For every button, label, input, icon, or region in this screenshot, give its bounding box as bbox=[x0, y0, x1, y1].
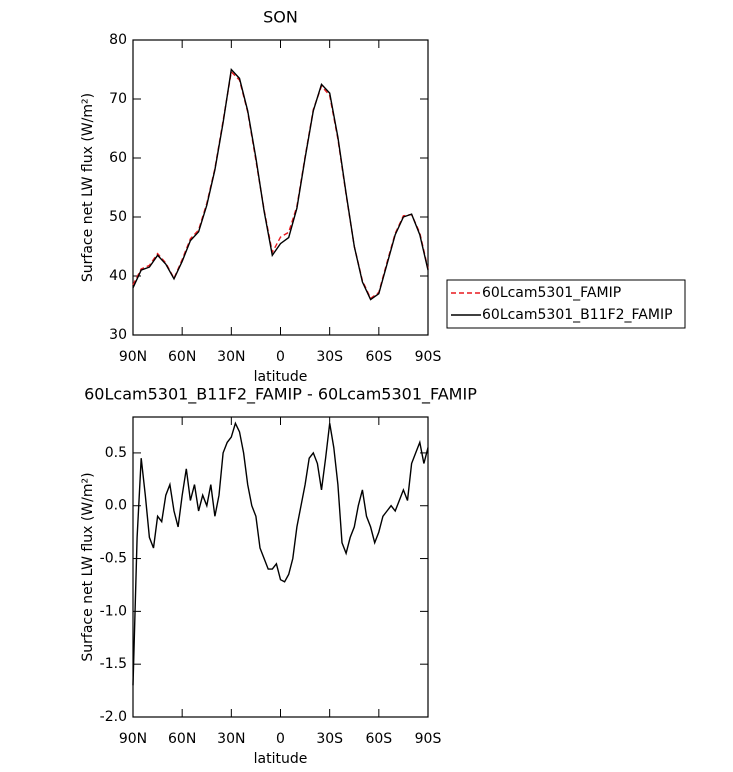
y-tick-label: 40 bbox=[109, 268, 127, 284]
legend-label: 60Lcam5301_B11F2_FAMIP bbox=[482, 307, 673, 323]
y-tick-label: -1.0 bbox=[100, 603, 127, 619]
y-tick-label: -2.0 bbox=[100, 709, 127, 725]
chart-title: SON bbox=[263, 8, 298, 27]
data-line bbox=[132, 67, 429, 301]
x-tick-label: 60S bbox=[365, 731, 392, 747]
x-tick-label: 90N bbox=[119, 349, 147, 365]
y-tick-label: 60 bbox=[109, 150, 127, 166]
x-tick-label: 90N bbox=[119, 731, 147, 747]
x-tick-label: 60N bbox=[168, 731, 196, 747]
y-tick-label: -0.5 bbox=[100, 551, 127, 567]
x-tick-label: 60S bbox=[365, 349, 392, 365]
x-tick-label: 90S bbox=[415, 731, 442, 747]
y-tick-label: 0.0 bbox=[105, 498, 127, 514]
x-tick-label: 90S bbox=[415, 349, 442, 365]
x-tick-label: 60N bbox=[168, 349, 196, 365]
x-tick-label: 30S bbox=[316, 731, 343, 747]
y-tick-label: -1.5 bbox=[100, 656, 127, 672]
y-tick-label: 80 bbox=[109, 32, 127, 48]
x-axis-label: latitude bbox=[254, 369, 308, 385]
x-tick-label: 0 bbox=[276, 731, 285, 747]
y-tick-label: 30 bbox=[109, 327, 127, 343]
x-axis-label: latitude bbox=[254, 751, 308, 767]
data-line bbox=[132, 70, 429, 300]
y-tick-label: 50 bbox=[109, 209, 127, 225]
y-tick-label: 0.5 bbox=[105, 445, 127, 461]
data-line bbox=[132, 421, 429, 686]
y-axis-label: Surface net LW flux (W/m²) bbox=[80, 472, 96, 661]
y-axis-label: Surface net LW flux (W/m²) bbox=[80, 93, 96, 282]
legend-box bbox=[446, 279, 686, 329]
plot-frame bbox=[132, 416, 429, 718]
x-tick-label: 0 bbox=[276, 349, 285, 365]
chart-title: 60Lcam5301_B11F2_FAMIP - 60Lcam5301_FAMI… bbox=[84, 385, 477, 405]
y-tick-label: 70 bbox=[109, 91, 127, 107]
x-tick-label: 30S bbox=[316, 349, 343, 365]
x-tick-label: 30N bbox=[217, 349, 245, 365]
legend-label: 60Lcam5301_FAMIP bbox=[482, 285, 621, 301]
plot-frame bbox=[132, 39, 429, 336]
x-tick-label: 30N bbox=[217, 731, 245, 747]
